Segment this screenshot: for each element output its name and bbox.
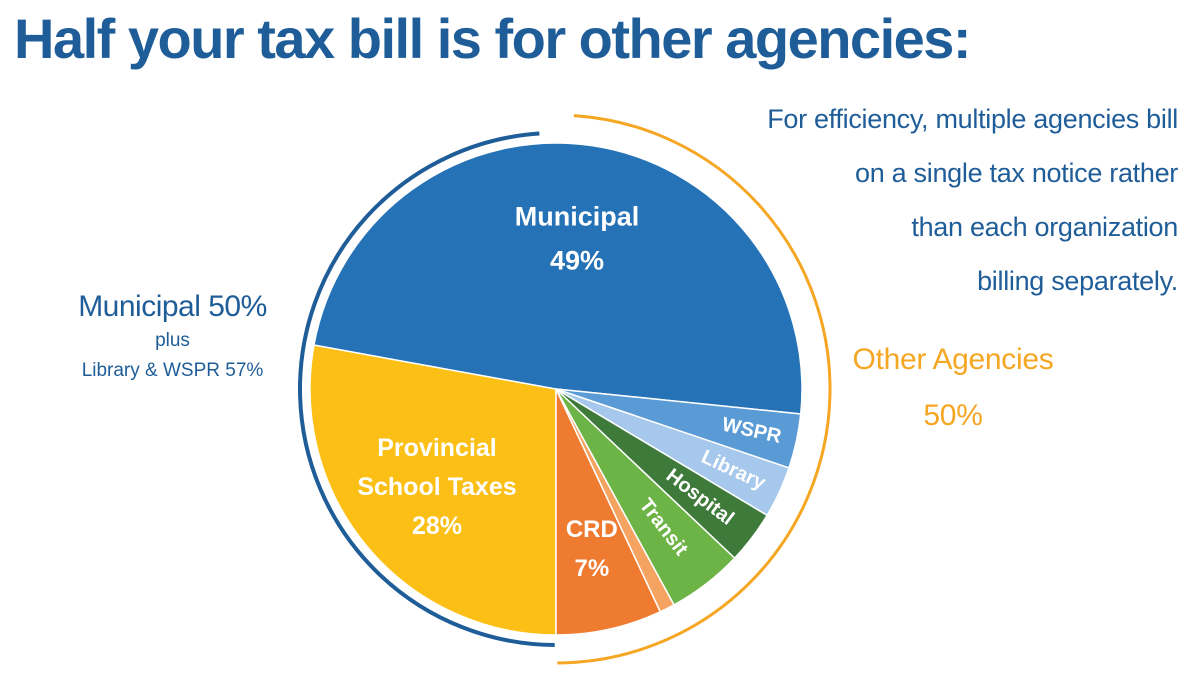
arc-other-agencies xyxy=(557,114,832,665)
slice-label-municipal-line-2: 49% xyxy=(550,246,604,276)
arc-municipal xyxy=(298,131,555,647)
municipal-callout-line2: plus xyxy=(155,330,190,351)
page-title: Half your tax bill is for other agencies… xyxy=(14,7,972,70)
note-line-4: billing separately. xyxy=(977,266,1178,296)
slice-label-crd: CRD 7% xyxy=(566,516,618,582)
efficiency-note: For efficiency, multiple agencies bill o… xyxy=(767,92,1178,308)
pie-slice-municipal xyxy=(313,142,803,415)
slice-label-crd-line-2: 7% xyxy=(574,555,609,582)
municipal-callout-line3: Library & WSPR 57% xyxy=(81,360,264,381)
slice-label-provincial-school-taxes-line-3: 28% xyxy=(412,512,462,540)
other-agencies-callout-line2: 50% xyxy=(923,399,983,432)
other-agencies-callout: Other Agencies 50% xyxy=(818,332,1088,444)
note-line-3: than each organization xyxy=(911,212,1178,242)
slice-label-municipal: Municipal 49% xyxy=(515,202,640,276)
other-agencies-callout-line1: Other Agencies xyxy=(852,343,1054,376)
slice-label-provincial-school-taxes: Provincial School Taxes 28% xyxy=(357,434,516,540)
note-line-2: on a single tax notice rather xyxy=(855,158,1178,188)
municipal-callout-line1: Municipal 50% xyxy=(78,290,267,323)
slice-label-provincial-school-taxes-line-2: School Taxes xyxy=(357,473,516,501)
slice-label-crd-line-1: CRD xyxy=(566,516,618,543)
municipal-callout: Municipal 50% plus Library & WSPR 57% xyxy=(40,288,305,386)
pie-slice-crd xyxy=(555,388,662,636)
slice-label-provincial-school-taxes-line-1: Provincial xyxy=(377,434,497,462)
pie-slice-provincial-school-taxes xyxy=(309,344,557,636)
note-line-1: For efficiency, multiple agencies bill xyxy=(767,104,1178,134)
slice-label-municipal-line-1: Municipal xyxy=(515,202,640,232)
